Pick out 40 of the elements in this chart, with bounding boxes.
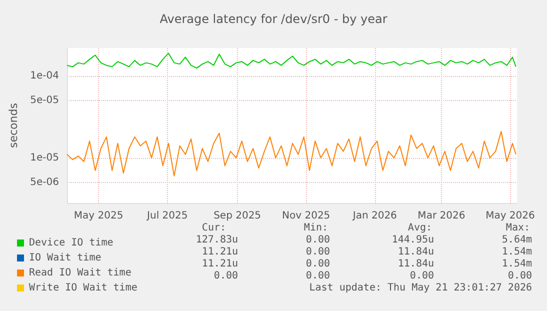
- text: 1.54m: [502, 258, 532, 270]
- legend-label: IO Wait time: [29, 252, 102, 264]
- text: Last update: Thu May 21 23:01:27 2026: [309, 282, 532, 294]
- legend-label: Write IO Wait time: [29, 282, 138, 294]
- y-tick-label: 1e-04: [30, 70, 59, 82]
- y-tick-label: 5e-05: [30, 95, 59, 106]
- text: 144.95u: [392, 234, 434, 246]
- text: 11.84u: [398, 246, 434, 258]
- x-tick-label: May 2026: [486, 210, 535, 222]
- legend-label: Read IO Wait time: [29, 268, 132, 278]
- text: 0.00: [214, 270, 238, 282]
- text: 11.21u: [202, 246, 238, 258]
- text: Cur:: [202, 222, 226, 234]
- x-tick-label: Sep 2025: [214, 210, 262, 222]
- x-tick-label: Jul 2025: [146, 210, 188, 222]
- text: 127.83u: [196, 234, 238, 246]
- text: Avg:: [408, 222, 432, 234]
- text: 1.54m: [502, 246, 532, 258]
- x-tick-label: Jan 2026: [352, 210, 397, 222]
- text: 0.00: [306, 270, 330, 282]
- legend-label: Device IO time: [29, 238, 114, 248]
- text: Max:: [506, 222, 530, 234]
- text: 11.21u: [202, 258, 238, 270]
- text: 0.00: [306, 246, 330, 258]
- line-series: [66, 130, 516, 176]
- text: Min:: [304, 222, 328, 234]
- text: 0.00: [410, 270, 434, 282]
- y-axis-title: seconds: [7, 102, 20, 148]
- text: 0.00: [306, 258, 330, 270]
- y-tick-label: 5e-06: [30, 176, 59, 188]
- x-tick-label: May 2025: [74, 210, 124, 222]
- text: 5.64m: [502, 234, 532, 246]
- text: 0.00: [306, 234, 330, 246]
- text: 11.84u: [398, 258, 434, 270]
- y-tick-label: 1e-05: [30, 152, 59, 164]
- text: 0.00: [508, 270, 532, 282]
- line-series: [66, 52, 516, 69]
- x-tick-label: Nov 2025: [282, 210, 330, 222]
- x-tick-label: Mar 2026: [418, 210, 466, 222]
- chart-title: Average latency for /dev/sr0 - by year: [160, 12, 388, 26]
